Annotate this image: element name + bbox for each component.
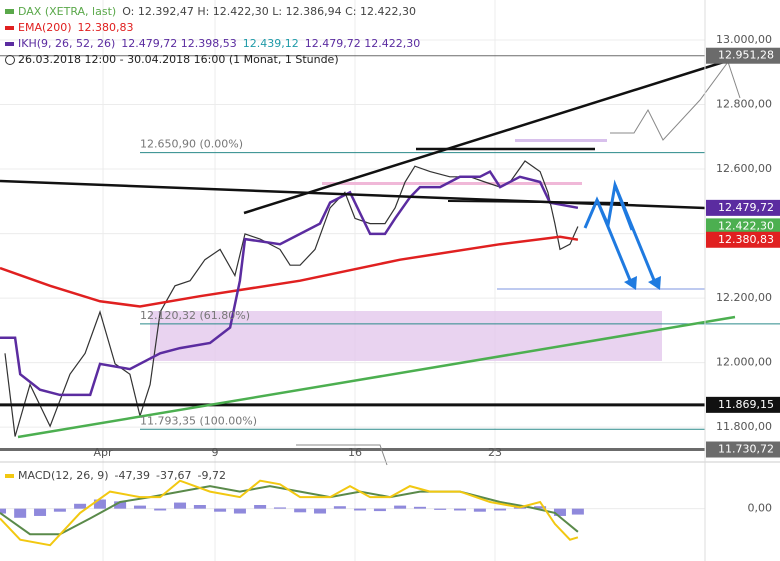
price-tag-label: 12.422,30 <box>718 219 774 232</box>
price-tag <box>706 218 780 235</box>
histogram-bar <box>74 503 87 509</box>
legend-swatch <box>5 26 14 30</box>
legend-swatch <box>5 474 14 478</box>
legend-swatch <box>5 9 14 14</box>
legend-swatch <box>5 42 14 46</box>
forecast-arrow <box>613 184 658 286</box>
histogram-bar <box>0 508 6 514</box>
histogram-bar <box>413 506 426 509</box>
marks <box>0 55 780 547</box>
y-tick-label: 0,00 <box>748 502 773 515</box>
y-tick-label: 12.000,00 <box>716 356 772 369</box>
histogram-bar <box>454 508 467 511</box>
histogram-bar <box>174 502 187 509</box>
clock-icon <box>5 55 15 65</box>
histogram-bar <box>233 508 246 514</box>
histogram-bar <box>333 506 346 509</box>
grid <box>0 0 705 561</box>
trend-line <box>17 315 736 439</box>
ema-line <box>0 235 579 308</box>
price-tag-label: 11.869,15 <box>718 398 774 411</box>
histogram-bar <box>373 508 386 512</box>
legend-value: -37,67 <box>156 469 191 482</box>
legend-value: 12.380,83 <box>78 21 134 34</box>
legend-line: IKH(9, 26, 52, 26) 12.479,72 12.398,53 12.… <box>18 37 420 50</box>
zone <box>322 182 582 185</box>
y-tick-label: 11.800,00 <box>716 420 772 433</box>
histogram-bar <box>154 508 167 511</box>
histogram-bar <box>34 508 47 516</box>
fib-label: 12.650,90 (0.00%) <box>140 138 243 151</box>
arrow-head <box>624 276 637 290</box>
histogram-bar <box>193 505 206 509</box>
series-name: IKH(9, 26, 52, 26) <box>18 37 115 50</box>
legend-value: 12.439,12 <box>243 37 299 50</box>
legend-line: DAX (XETRA, last) O: 12.392,47 H: 12.422,… <box>18 5 416 18</box>
legend-value: 12.479,72 12.422,30 <box>305 37 420 50</box>
price-tag-label: 12.479,72 <box>718 201 774 214</box>
y-tick-label: 12.200,00 <box>716 291 772 304</box>
histogram-bar <box>494 508 507 511</box>
histogram-bar <box>114 501 127 509</box>
legend-text: DAX (XETRA, last) <box>18 5 116 18</box>
arrow-head <box>648 276 661 290</box>
x-tick-label: 23 <box>488 446 502 459</box>
macd-line <box>0 479 579 547</box>
histogram-bar <box>473 508 486 512</box>
histogram-bar <box>294 508 307 513</box>
fib-label: 12.120,32 (61.80%) <box>140 309 250 322</box>
zone <box>515 139 607 142</box>
fib-label: 11.793,35 (100.00%) <box>140 414 257 427</box>
legend-text: O: 12.392,47 H: 12.422,30 L: 12.386,94 C… <box>122 5 416 18</box>
price-tag-label: 12.380,83 <box>718 233 774 246</box>
histogram-bar <box>14 508 27 518</box>
x-tick-label: 16 <box>348 446 362 459</box>
legend-value: 12.479,72 12.398,53 <box>121 37 236 50</box>
y-tick-label: 13.000,00 <box>716 33 772 46</box>
histogram-bar <box>571 508 584 515</box>
histogram-bar <box>553 508 566 516</box>
x-tick-label: Apr <box>94 446 114 459</box>
histogram-bar <box>434 508 447 510</box>
macd-title: MACD(12, 26, 9) <box>18 469 109 482</box>
trend-line <box>243 58 731 215</box>
histogram-bar <box>254 505 267 509</box>
histogram-bar <box>133 505 146 509</box>
histogram-bar <box>273 507 286 509</box>
price-tag <box>706 199 780 216</box>
price-tag <box>706 396 780 413</box>
labels: DAX (XETRA, last) O: 12.392,47 H: 12.422,… <box>5 5 780 515</box>
series-name: EMA(200) <box>18 21 72 34</box>
y-tick-label: 12.800,00 <box>716 98 772 111</box>
histogram-bar <box>214 508 227 512</box>
legend-text: 26.03.2018 12:00 - 30.04.2018 16:00 (1 M… <box>18 53 339 66</box>
price-tag-label: 12.951,28 <box>718 49 774 62</box>
price-tag <box>706 441 780 458</box>
histogram-bar <box>354 508 367 511</box>
legend-line: 26.03.2018 12:00 - 30.04.2018 16:00 (1 M… <box>18 53 339 66</box>
histogram-bar <box>534 506 547 509</box>
legend-value: -9,72 <box>197 469 225 482</box>
histogram-bar <box>394 505 407 509</box>
macd-legend: MACD(12, 26, 9) -47,39 -37,67 -9,72 <box>18 469 226 482</box>
signal-line <box>0 485 579 536</box>
ikh-line <box>0 169 579 397</box>
x-tick-label: 9 <box>212 446 219 459</box>
price-tag <box>706 47 780 64</box>
histogram-bar <box>93 499 106 509</box>
y-tick-label: 12.600,00 <box>716 162 772 175</box>
price-tag-label: 11.730,72 <box>718 443 774 456</box>
legend-line: EMA(200) 12.380,83 <box>18 21 134 34</box>
fib-zone <box>150 311 662 361</box>
histogram-bar <box>314 508 327 514</box>
histogram-bar <box>53 508 66 512</box>
legend-value: -47,39 <box>115 469 150 482</box>
price-tag <box>706 231 780 248</box>
projection <box>296 444 388 466</box>
forecast-arrow <box>595 199 634 286</box>
